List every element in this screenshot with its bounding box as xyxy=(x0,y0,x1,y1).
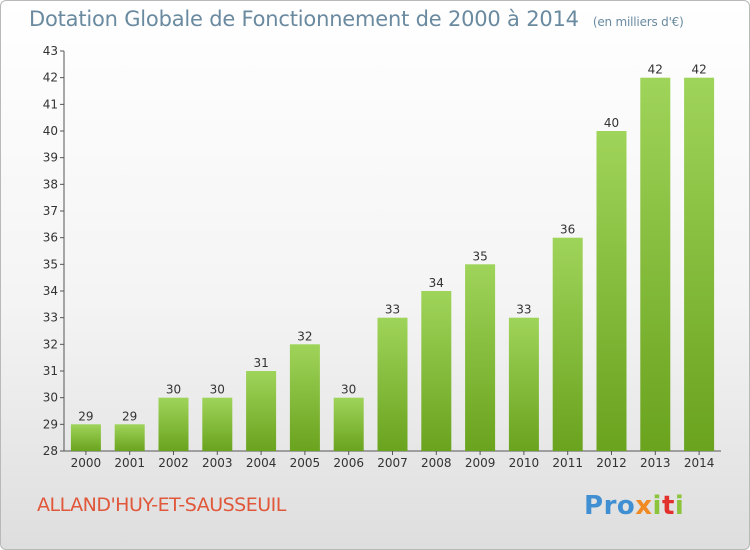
data-label: 29 xyxy=(122,409,137,423)
x-tick-label: 2010 xyxy=(509,456,540,470)
proxiti-logo: Proxiti xyxy=(584,491,684,521)
chart-subtitle: (en milliers d'€) xyxy=(592,15,684,29)
logo-letter: x xyxy=(635,491,653,521)
y-tick-label: 41 xyxy=(43,97,58,111)
y-tick-label: 42 xyxy=(43,71,58,85)
data-label: 33 xyxy=(385,303,400,317)
y-tick-label: 28 xyxy=(43,444,58,458)
data-label: 30 xyxy=(210,383,225,397)
x-tick-label: 2007 xyxy=(377,456,408,470)
bar-2000 xyxy=(70,424,101,451)
data-label: 31 xyxy=(253,356,268,370)
x-tick-label: 2000 xyxy=(71,456,102,470)
x-tick-label: 2006 xyxy=(333,456,364,470)
y-tick-label: 39 xyxy=(43,151,58,165)
chart-title: Dotation Globale de Fonctionnement de 20… xyxy=(29,7,684,31)
data-label: 36 xyxy=(560,223,575,237)
x-tick-label: 2011 xyxy=(552,456,583,470)
y-tick-label: 33 xyxy=(43,311,58,325)
chart-labels: 29 29 30 30 31 32 30 33 34 35 33 36 40 42 42 xyxy=(78,63,706,424)
bar-2004 xyxy=(246,371,277,451)
x-tick-label: 2014 xyxy=(684,456,715,470)
y-tick-label: 40 xyxy=(43,124,58,138)
y-tick-label: 43 xyxy=(43,44,58,58)
x-tick-label: 2008 xyxy=(421,456,452,470)
logo-letter: r xyxy=(603,491,617,521)
y-tick-label: 29 xyxy=(43,417,58,431)
bar-2011 xyxy=(552,237,583,451)
bar-2007 xyxy=(377,317,408,451)
data-label: 42 xyxy=(691,63,706,77)
commune-name: ALLAND'HUY-ET-SAUSSEUIL xyxy=(37,494,286,516)
y-tick-label: 35 xyxy=(43,257,58,271)
data-label: 42 xyxy=(648,63,663,77)
logo-letter: o xyxy=(616,491,636,521)
x-tick-label: 2001 xyxy=(114,456,145,470)
bar-2014 xyxy=(684,77,715,451)
data-label: 33 xyxy=(516,303,531,317)
chart-axes: 28 29 30 31 32 33 34 35 36 37 38 39 40 41 42 43 2000 2001… xyxy=(43,44,721,470)
data-label: 32 xyxy=(297,329,312,343)
bar-2008 xyxy=(421,291,452,451)
chart-title-text: Dotation Globale de Fonctionnement de 20… xyxy=(29,7,579,31)
x-tick-label: 2013 xyxy=(640,456,671,470)
x-tick-label: 2003 xyxy=(202,456,233,470)
x-tick-label: 2005 xyxy=(290,456,321,470)
y-tick-label: 32 xyxy=(43,337,58,351)
logo-letter: i xyxy=(652,491,662,521)
logo-letter: i xyxy=(674,491,685,521)
bar-2005 xyxy=(289,344,320,451)
y-tick-label: 38 xyxy=(43,177,58,191)
y-tick-label: 37 xyxy=(43,204,58,218)
x-tick-label: 2012 xyxy=(596,456,627,470)
y-tick-label: 31 xyxy=(43,364,58,378)
data-label: 30 xyxy=(166,383,181,397)
x-tick-label: 2002 xyxy=(158,456,189,470)
chart-bars xyxy=(70,77,715,451)
y-tick-label: 34 xyxy=(43,284,58,298)
logo-letter: P xyxy=(584,491,604,521)
bar-2006 xyxy=(333,397,364,451)
y-tick-label: 36 xyxy=(43,231,58,245)
bar-2012 xyxy=(596,131,627,451)
logo-letter: t xyxy=(661,491,675,521)
x-tick-label: 2004 xyxy=(246,456,277,470)
bar-2001 xyxy=(114,424,145,451)
data-label: 40 xyxy=(604,116,619,130)
bar-2013 xyxy=(640,77,671,451)
y-tick-label: 30 xyxy=(43,391,58,405)
bar-2009 xyxy=(465,264,496,451)
bar-2003 xyxy=(202,397,233,451)
data-label: 29 xyxy=(78,409,93,423)
bar-2002 xyxy=(158,397,189,451)
data-label: 34 xyxy=(429,276,444,290)
data-label: 35 xyxy=(472,249,487,263)
bar-2010 xyxy=(508,317,539,451)
data-label: 30 xyxy=(341,383,356,397)
x-tick-label: 2009 xyxy=(465,456,496,470)
